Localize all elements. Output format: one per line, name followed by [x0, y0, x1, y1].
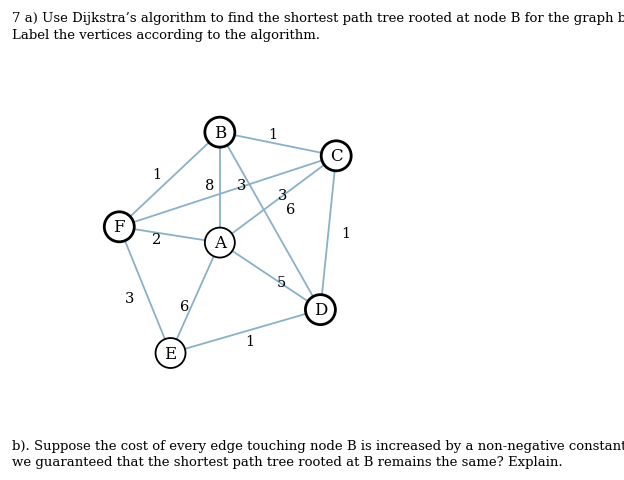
- Text: E: E: [164, 345, 177, 362]
- Text: 1: 1: [245, 335, 254, 348]
- Text: 1: 1: [341, 226, 351, 240]
- Circle shape: [305, 295, 336, 325]
- Text: 3: 3: [124, 291, 134, 305]
- Text: A: A: [214, 235, 226, 252]
- Text: 1: 1: [268, 128, 278, 142]
- Text: 3: 3: [278, 189, 288, 203]
- Text: B: B: [213, 124, 226, 141]
- Text: 6: 6: [180, 299, 189, 313]
- Text: F: F: [114, 219, 125, 236]
- Text: 6: 6: [286, 203, 296, 216]
- Text: 7 a) Use Dijkstra’s algorithm to find the shortest path tree rooted at node B fo: 7 a) Use Dijkstra’s algorithm to find th…: [12, 12, 624, 25]
- Circle shape: [155, 338, 185, 368]
- Text: Label the vertices according to the algorithm.: Label the vertices according to the algo…: [12, 29, 321, 42]
- Text: 1: 1: [152, 167, 161, 181]
- Text: b). Suppose the cost of every edge touching node B is increased by a non-negativ: b). Suppose the cost of every edge touch…: [12, 439, 624, 452]
- Text: C: C: [330, 148, 343, 165]
- Text: 2: 2: [152, 233, 162, 247]
- Circle shape: [321, 142, 351, 171]
- Circle shape: [205, 118, 235, 148]
- Text: we guaranteed that the shortest path tree rooted at B remains the same? Explain.: we guaranteed that the shortest path tre…: [12, 455, 563, 468]
- Text: D: D: [314, 301, 327, 318]
- Circle shape: [205, 228, 235, 258]
- Text: 8: 8: [205, 179, 215, 193]
- Text: 5: 5: [276, 276, 286, 289]
- Circle shape: [104, 212, 134, 242]
- Text: 3: 3: [237, 179, 246, 193]
